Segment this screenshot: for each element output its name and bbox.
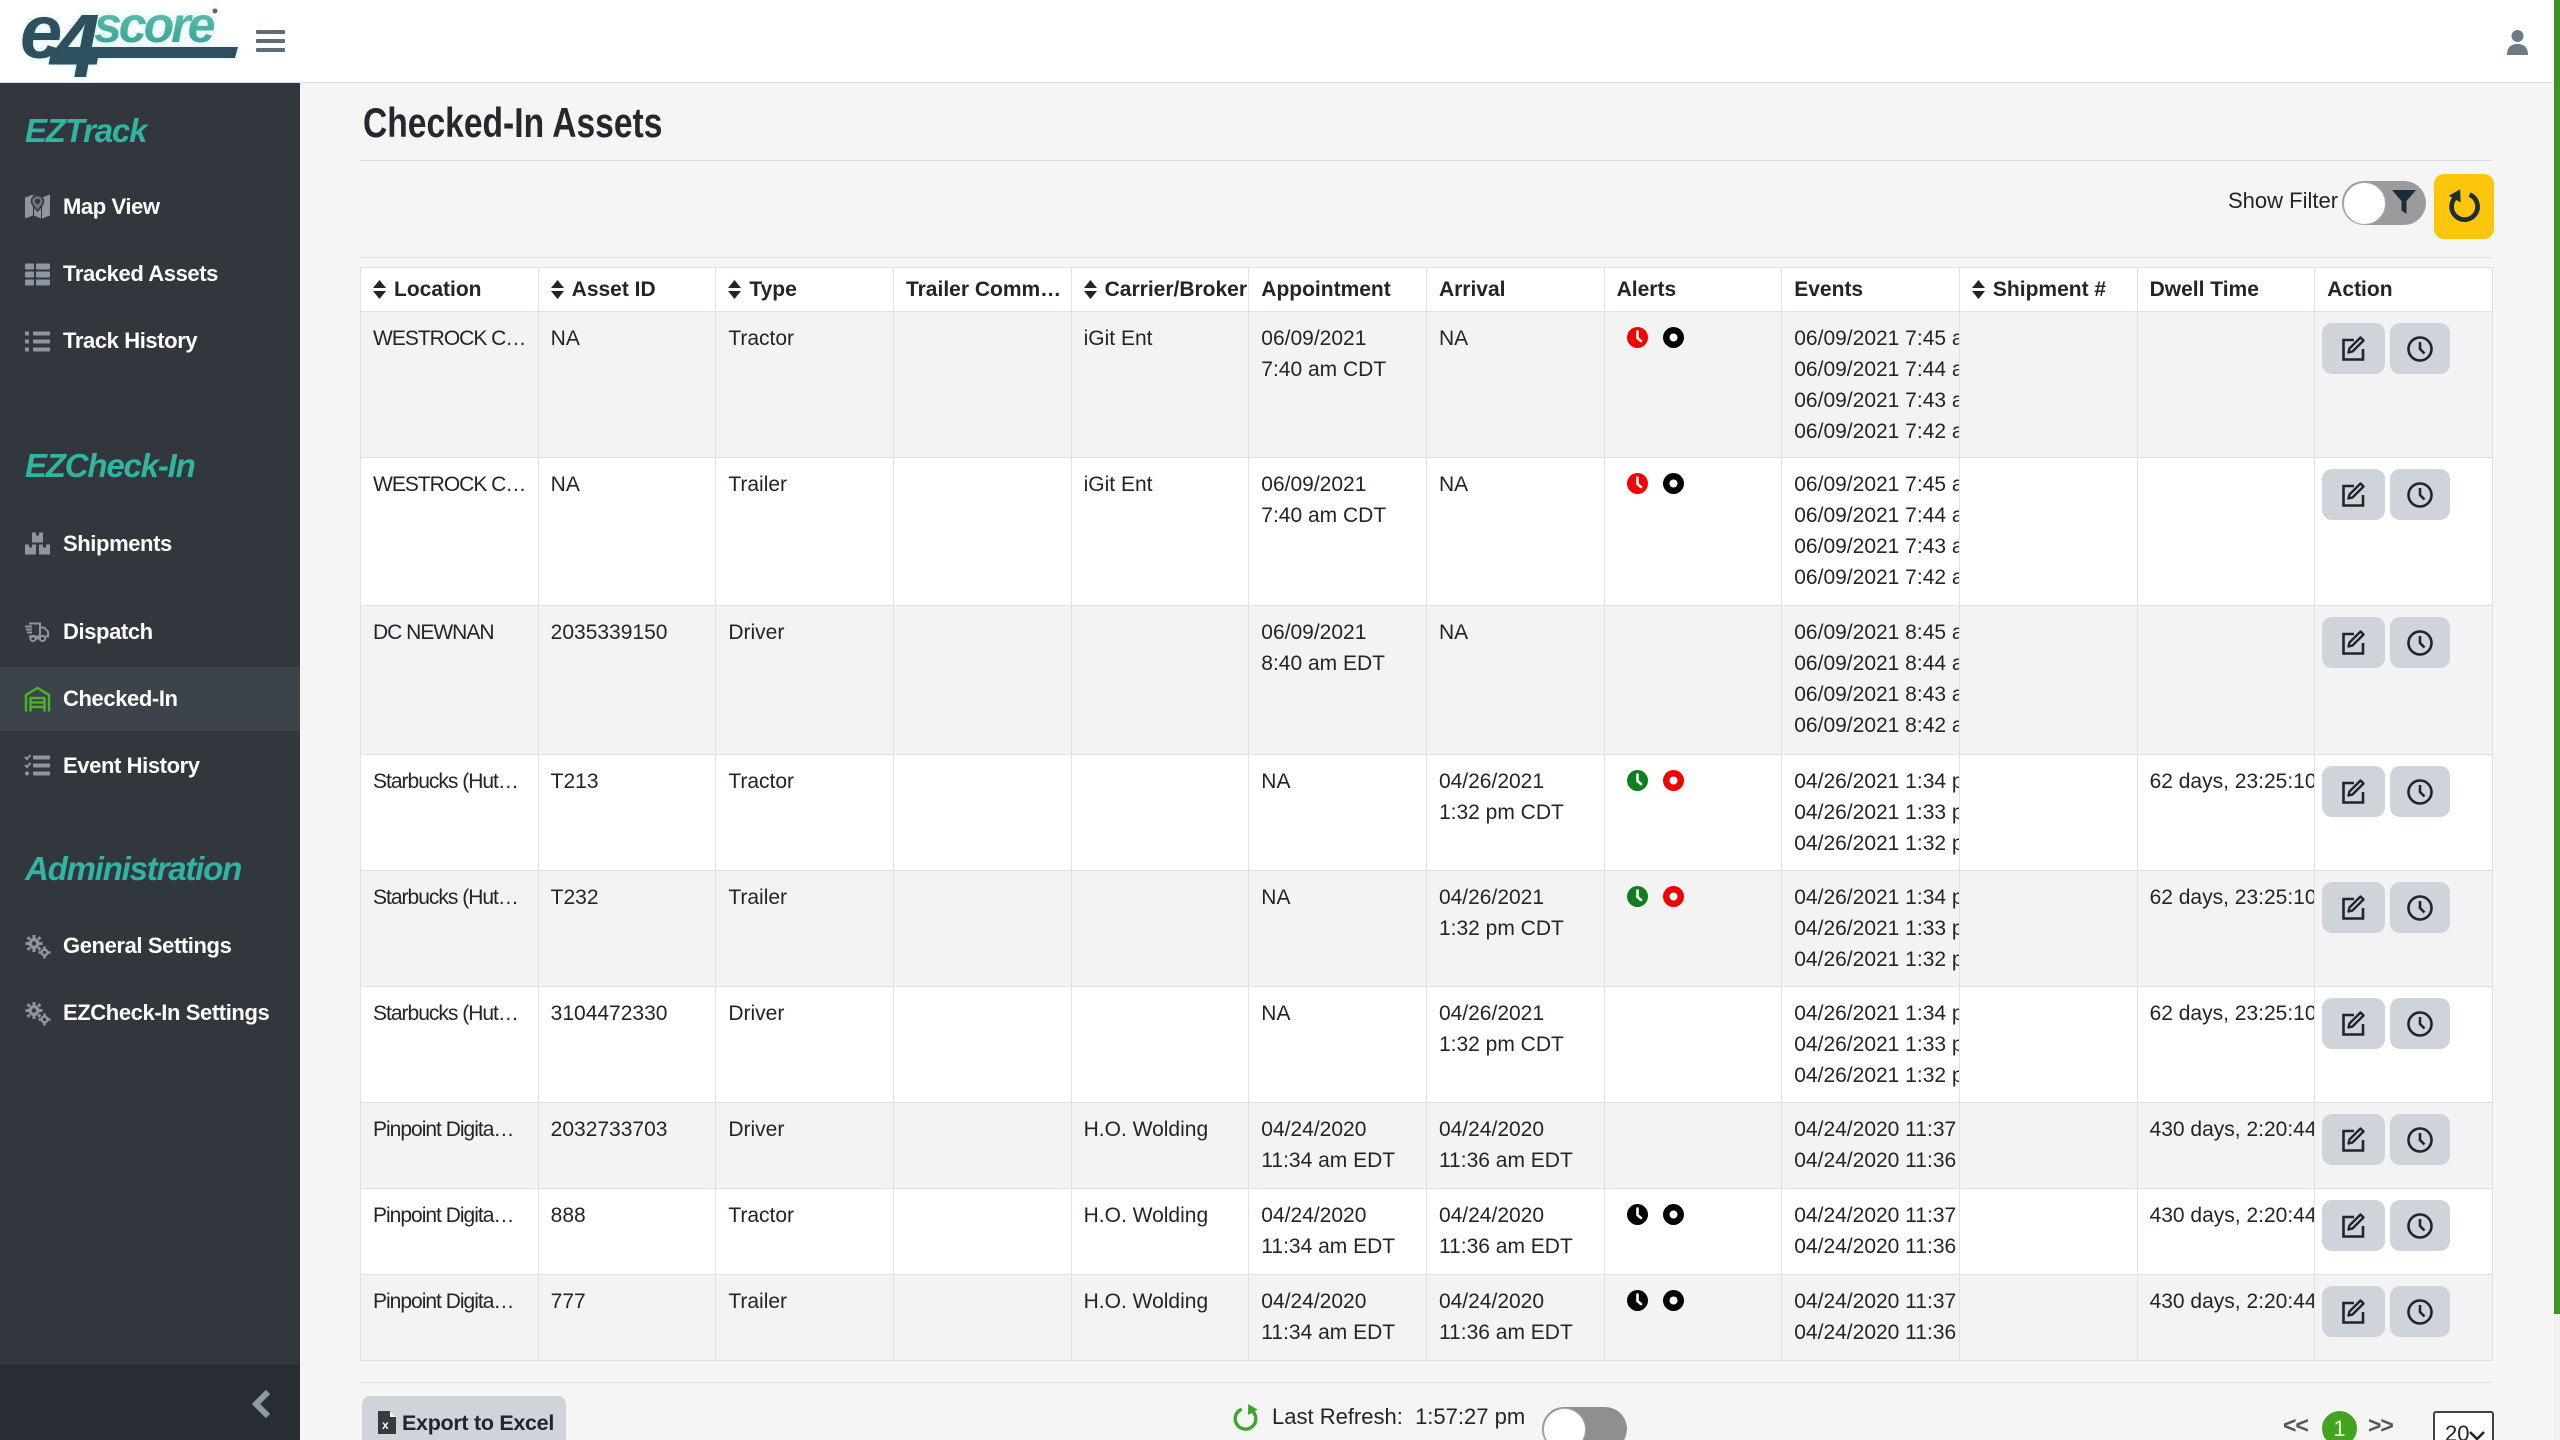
svg-text:e: e xyxy=(20,0,62,75)
svg-text:score: score xyxy=(94,0,215,53)
svg-text:4: 4 xyxy=(48,0,100,84)
svg-text:x: x xyxy=(382,1418,389,1432)
